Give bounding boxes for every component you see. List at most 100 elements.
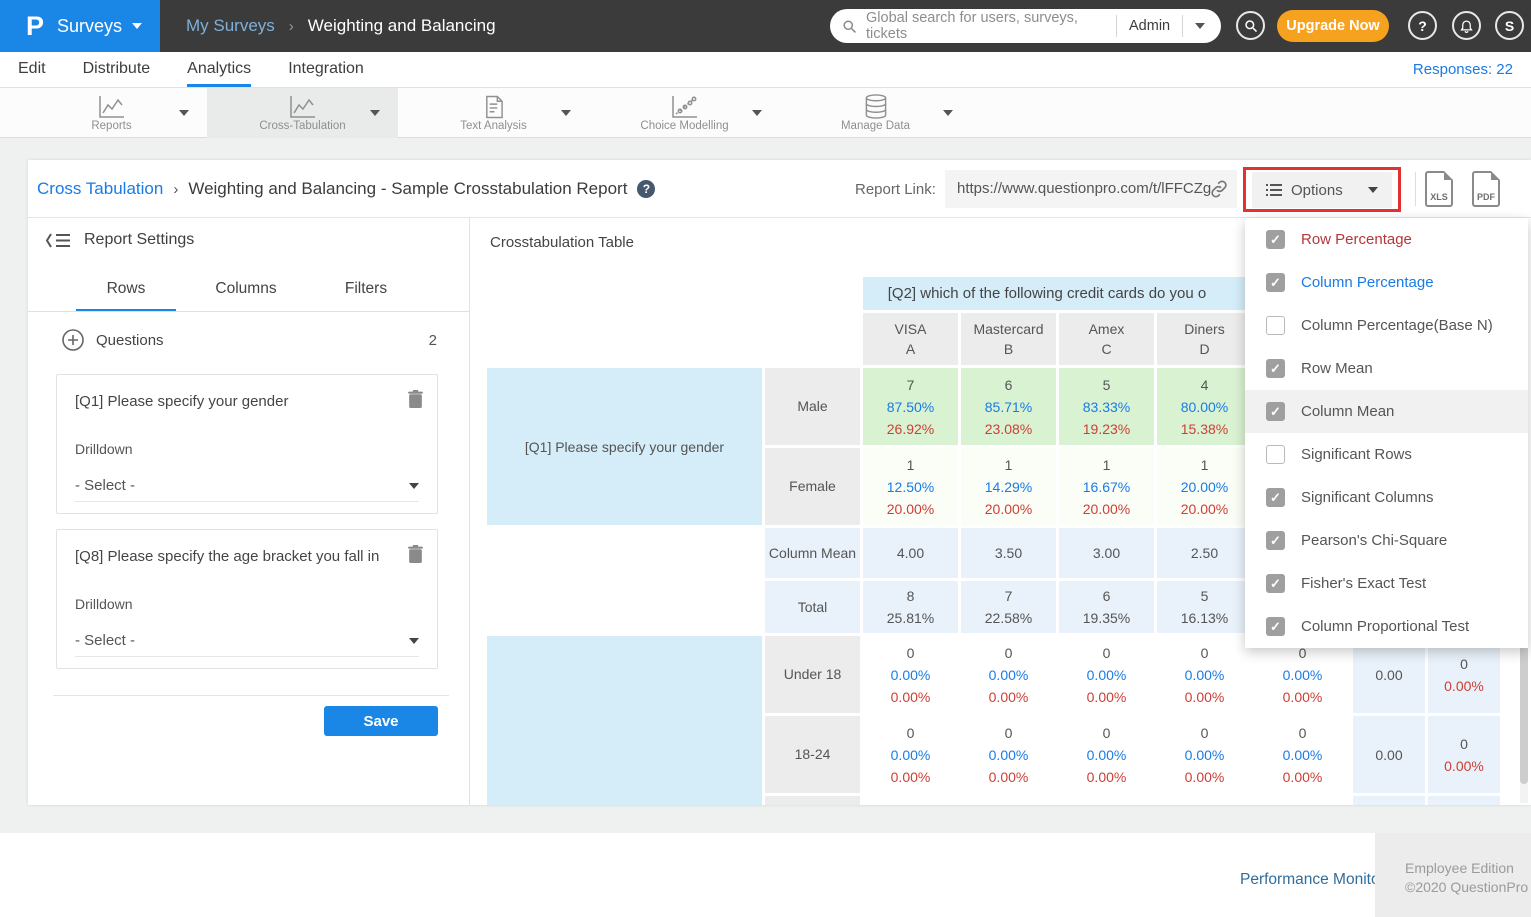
breadcrumb-my-surveys[interactable]: My Surveys — [186, 16, 275, 36]
export-pdf-button[interactable]: PDF — [1472, 171, 1500, 207]
ribbon-item-label: Cross-Tabulation — [259, 120, 345, 132]
checkbox-row-mean[interactable]: ✓ — [1266, 359, 1285, 378]
search-placeholder[interactable]: Global search for users, surveys, ticket… — [866, 10, 1116, 42]
upgrade-now-button[interactable]: Upgrade Now — [1277, 10, 1389, 42]
link-icon[interactable] — [1209, 179, 1229, 204]
document-icon — [483, 94, 504, 119]
add-question-button[interactable] — [62, 329, 84, 351]
help-icon[interactable]: ? — [637, 180, 655, 198]
crosstab-row-question: [Q1] Please specify your gender — [487, 368, 762, 525]
questionpro-logo: P — [26, 11, 45, 42]
chevron-down-icon[interactable] — [752, 110, 762, 116]
avatar[interactable]: S — [1495, 11, 1524, 40]
product-switcher[interactable]: P Surveys — [0, 0, 160, 52]
settings-tabs: RowsColumnsFilters — [66, 280, 426, 311]
option-significant-rows[interactable]: Significant Rows — [1245, 433, 1528, 476]
option-row-mean[interactable]: ✓Row Mean — [1245, 347, 1528, 390]
option-column-proportional-test[interactable]: ✓ Column Proportional Test — [1245, 605, 1528, 648]
questions-row: Questions 2 — [62, 326, 437, 354]
option-row-percentage[interactable]: ✓ Row Percentage — [1245, 218, 1528, 261]
drilldown-label: Drilldown — [75, 441, 133, 457]
search-scope-select[interactable]: Admin — [1129, 18, 1170, 34]
crosstab-row-label: 18-24 — [765, 716, 860, 793]
trash-icon[interactable] — [408, 545, 423, 568]
ribbon-item-choice-modelling[interactable]: Choice Modelling — [589, 88, 780, 138]
checkbox-column-percentage-base-n[interactable] — [1266, 316, 1285, 335]
crosstab-corner — [487, 277, 860, 310]
crosstab-row-label: Male — [765, 368, 860, 445]
footer: Performance Monitor Employee Edition ©20… — [0, 833, 1531, 917]
trash-icon[interactable] — [408, 390, 423, 413]
checkbox-column-proportional-test[interactable]: ✓ — [1266, 617, 1285, 636]
export-xls-button[interactable]: XLS — [1425, 171, 1453, 207]
tab-rows[interactable]: Rows — [66, 280, 186, 311]
ribbon-item-manage-data[interactable]: Manage Data — [780, 88, 971, 138]
crosstab-row-label: Under 18 — [765, 636, 860, 713]
checkbox-pearson-s-chi-square[interactable]: ✓ — [1266, 531, 1285, 550]
crosstab-cell: 583.33%19.23% — [1059, 368, 1154, 445]
option-label: Pearson's Chi-Square — [1301, 532, 1447, 549]
crosstab-cell: 516.13% — [1157, 581, 1252, 633]
help-button[interactable]: ? — [1408, 11, 1437, 40]
save-button[interactable]: Save — [324, 706, 438, 736]
chevron-down-icon[interactable] — [370, 110, 380, 116]
checkbox-column-mean[interactable]: ✓ — [1266, 402, 1285, 421]
survey-nav: EditDistributeAnalyticsIntegration Respo… — [0, 52, 1531, 88]
chevron-down-icon — [1368, 187, 1378, 193]
checkbox-significant-columns[interactable]: ✓ — [1266, 488, 1285, 507]
search-button[interactable] — [1236, 11, 1265, 40]
crosstab-row-total-cell: 00.00% — [1428, 716, 1500, 793]
option-significant-columns[interactable]: ✓ Significant Columns — [1245, 476, 1528, 519]
performance-monitor-link[interactable]: Performance Monitor — [1240, 871, 1385, 889]
option-label: Significant Columns — [1301, 489, 1434, 506]
crosstab-cell: 3.50 — [961, 528, 1056, 578]
chevron-down-icon[interactable] — [179, 110, 189, 116]
option-pearson-s-chi-square[interactable]: ✓ Pearson's Chi-Square — [1245, 519, 1528, 562]
edition-box: Employee Edition ©2020 QuestionPro — [1375, 833, 1531, 917]
options-button[interactable]: Options — [1252, 172, 1392, 208]
ribbon-item-text-analysis[interactable]: Text Analysis — [398, 88, 589, 138]
chevron-down-icon[interactable] — [561, 110, 571, 116]
ribbon-item-cross-tabulation[interactable]: Cross-Tabulation — [207, 88, 398, 138]
search-icon — [842, 19, 857, 34]
option-fisher-s-exact-test[interactable]: ✓Fisher's Exact Test — [1245, 562, 1528, 605]
drilldown-select[interactable]: - Select - — [75, 470, 419, 502]
pdf-icon: PDF — [1474, 192, 1498, 202]
tab-columns[interactable]: Columns — [186, 280, 306, 311]
option-label: Row Percentage — [1301, 231, 1412, 248]
tab-filters[interactable]: Filters — [306, 280, 426, 311]
checkbox-column-percentage[interactable]: ✓ — [1266, 273, 1285, 292]
chevron-down-icon[interactable] — [943, 110, 953, 116]
select-value: - Select - — [75, 470, 135, 502]
crosstab-cell: 2.50 — [1157, 528, 1252, 578]
avatar-initial: S — [1505, 18, 1514, 34]
global-search[interactable]: Global search for users, surveys, ticket… — [830, 9, 1221, 43]
nav-item-distribute[interactable]: Distribute — [83, 52, 151, 87]
nav-item-analytics[interactable]: Analytics — [187, 52, 251, 87]
check-icon: ✓ — [1270, 620, 1281, 633]
crosstab-cell: 120.00%20.00% — [1157, 448, 1252, 525]
option-label: Column Percentage(Base N) — [1301, 317, 1493, 334]
crosstab-cell: 116.67%20.00% — [1059, 448, 1154, 525]
questions-count-badge: 2 — [429, 332, 437, 349]
nav-item-edit[interactable]: Edit — [18, 52, 46, 87]
option-column-percentage-base-n[interactable]: Column Percentage(Base N) — [1245, 304, 1528, 347]
checkbox-row-percentage[interactable]: ✓ — [1266, 230, 1285, 249]
report-header-bar: Cross Tabulation › Weighting and Balanci… — [28, 160, 1531, 218]
crosstab-cell: 112.50%20.00% — [863, 448, 958, 525]
chevron-down-icon[interactable] — [1195, 23, 1205, 29]
checkbox-fisher-s-exact-test[interactable]: ✓ — [1266, 574, 1285, 593]
drilldown-select[interactable]: - Select - — [75, 625, 419, 657]
checkbox-significant-rows[interactable] — [1266, 445, 1285, 464]
nav-item-integration[interactable]: Integration — [288, 52, 364, 87]
notifications-button[interactable] — [1452, 11, 1481, 40]
report-url[interactable]: https://www.questionpro.com/t/lFFCZg — [945, 170, 1237, 208]
ribbon-item-reports[interactable]: Reports — [16, 88, 207, 138]
drilldown-label: Drilldown — [75, 596, 133, 612]
option-column-percentage[interactable]: ✓Column Percentage — [1245, 261, 1528, 304]
options-dropdown-menu: ✓ Row Percentage ✓Column Percentage Column … — [1245, 218, 1528, 648]
option-column-mean[interactable]: ✓Column Mean — [1245, 390, 1528, 433]
collapse-panel-icon[interactable] — [45, 232, 71, 249]
crosstab-breadcrumb-link[interactable]: Cross Tabulation — [37, 179, 163, 199]
option-label: Column Proportional Test — [1301, 618, 1469, 635]
